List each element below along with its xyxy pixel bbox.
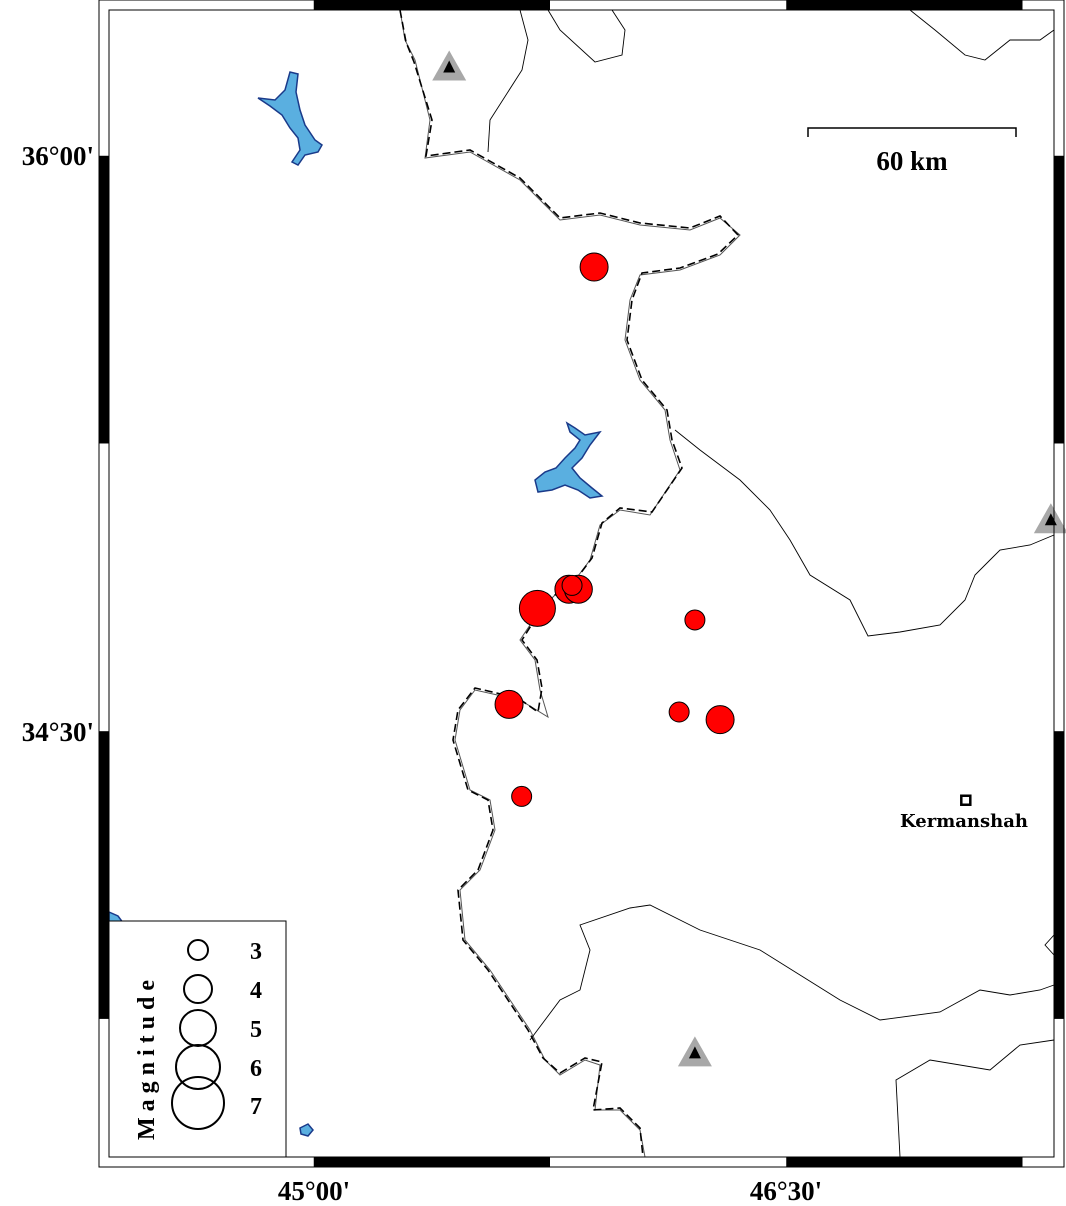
scale-bar-line	[807, 127, 1017, 137]
darbandikhan-lake	[534, 421, 604, 499]
lon-label-45: 45°00'	[278, 1176, 350, 1206]
frame-band	[786, 1157, 1023, 1167]
borders	[399, 9, 1055, 1158]
scale-bar: 60 km	[807, 127, 1017, 176]
earthquake-marker	[561, 574, 583, 596]
frame-band	[313, 1157, 550, 1167]
lon-label-46-30: 46°30'	[750, 1176, 822, 1206]
station-triangle-icon	[1033, 503, 1066, 534]
dukan-lake	[257, 71, 323, 166]
scale-bar-label: 60 km	[876, 146, 948, 176]
legend-circle	[171, 1076, 225, 1130]
station-triangle-icon	[432, 50, 467, 81]
lat-label-34-30: 34°30'	[22, 717, 94, 747]
earthquake-marker	[511, 785, 533, 807]
border-line	[909, 9, 1055, 61]
border-line	[487, 9, 529, 153]
border-line	[529, 904, 1055, 1041]
station-triangle-icon	[677, 1036, 712, 1067]
border-line	[895, 1039, 1055, 1158]
border-line	[547, 9, 626, 63]
frame-band	[1054, 155, 1064, 444]
frame-band	[786, 0, 1023, 10]
earthquake-marker	[518, 589, 556, 627]
earthquake-marker	[705, 705, 735, 735]
earthquake-marker	[684, 609, 706, 631]
legend-label: 3	[250, 939, 262, 965]
provincial-borders	[487, 9, 1055, 1158]
legend-label: 4	[250, 978, 262, 1004]
frame-band	[1054, 731, 1064, 1019]
frame-band	[99, 731, 109, 1019]
border-line	[674, 429, 1055, 637]
city-marker	[960, 794, 972, 806]
border-line	[1044, 934, 1055, 956]
city-label-kermanshah: Kermanshah	[900, 811, 1028, 832]
legend-title: Magnitude	[134, 974, 160, 1140]
legend-circle	[187, 939, 209, 961]
earthquake-marker	[668, 701, 690, 723]
lat-label-36: 36°00'	[22, 141, 94, 171]
frame-band	[313, 0, 550, 10]
legend-label: 6	[250, 1056, 262, 1082]
legend-circle	[175, 1044, 221, 1090]
legend-circle	[183, 974, 213, 1004]
frame-band	[99, 155, 109, 444]
earthquake-marker	[494, 689, 524, 719]
stations	[432, 50, 1066, 1067]
magnitude-legend: Magnitude 3 4 5 6 7	[108, 920, 287, 1158]
map-frame	[98, 0, 1065, 1168]
earthquakes	[494, 252, 735, 807]
legend-label: 5	[250, 1017, 262, 1043]
earthquake-marker	[579, 252, 609, 282]
legend-label: 7	[250, 1094, 262, 1120]
lake-patch-bottom	[299, 1123, 314, 1137]
